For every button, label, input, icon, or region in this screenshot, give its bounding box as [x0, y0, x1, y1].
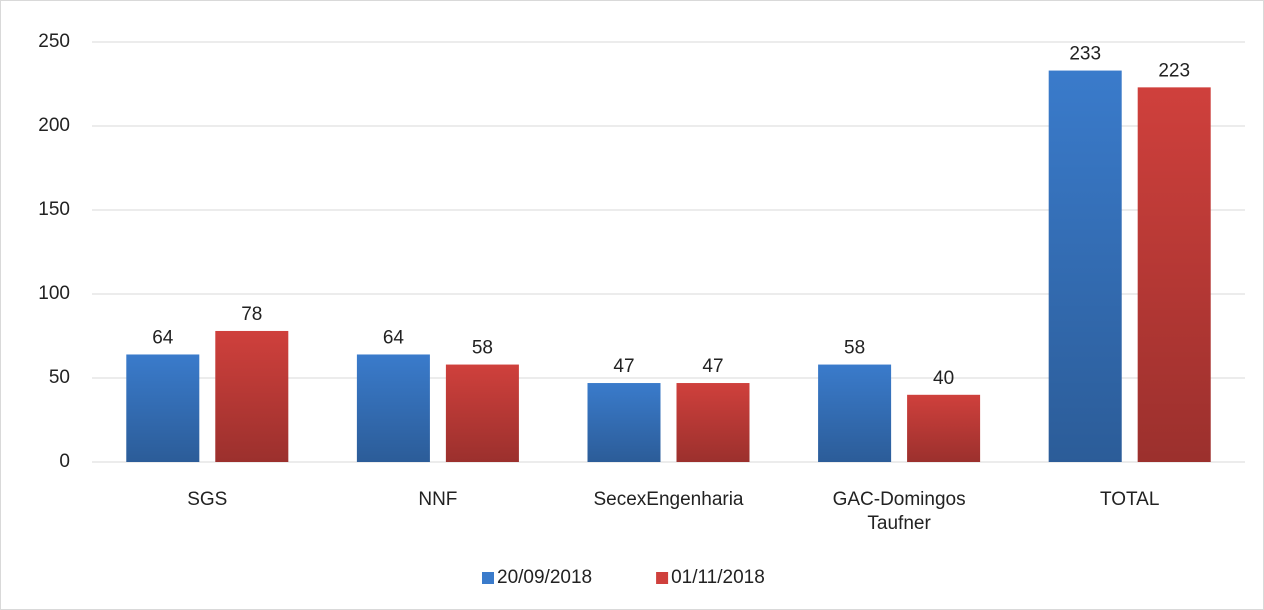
bar-shade [907, 394, 981, 462]
value-label: 47 [702, 356, 723, 377]
legend-label: 01/11/2018 [671, 567, 765, 588]
legend-swatch [656, 572, 669, 584]
y-tick-label: 250 [38, 31, 70, 52]
bar-shade [818, 364, 892, 462]
bar-shade [356, 354, 430, 462]
x-tick-label: TOTAL [1099, 489, 1160, 510]
value-label: 78 [241, 304, 262, 325]
bar-shade [1048, 70, 1122, 462]
x-tick-label: SecexEngenharia [593, 489, 744, 510]
bar-shade [445, 364, 519, 462]
y-tick-label: 150 [38, 199, 70, 220]
y-tick-label: 0 [59, 451, 70, 472]
y-tick-label: 100 [38, 283, 70, 304]
value-label: 223 [1158, 60, 1190, 81]
value-label: 64 [152, 327, 174, 348]
y-tick-label: 200 [38, 115, 70, 136]
value-label: 58 [844, 338, 865, 359]
value-label: 47 [613, 356, 634, 377]
value-label: 58 [472, 338, 493, 359]
bar-shade [215, 330, 289, 462]
x-tick-label: NNF [418, 489, 458, 510]
y-tick-label: 50 [49, 367, 70, 388]
bar-shade [1137, 87, 1211, 463]
value-label: 64 [383, 327, 405, 348]
bar-shade [676, 383, 750, 462]
legend-swatch [482, 572, 494, 584]
x-tick-label: GAC-Domingos Taufner [832, 489, 966, 534]
legend-label: 20/09/2018 [497, 567, 592, 588]
value-label: 40 [933, 368, 954, 389]
bar-shade [587, 383, 661, 462]
value-label: 233 [1069, 44, 1101, 65]
bar-shade [126, 354, 200, 462]
x-tick-label: SGS [187, 489, 228, 510]
